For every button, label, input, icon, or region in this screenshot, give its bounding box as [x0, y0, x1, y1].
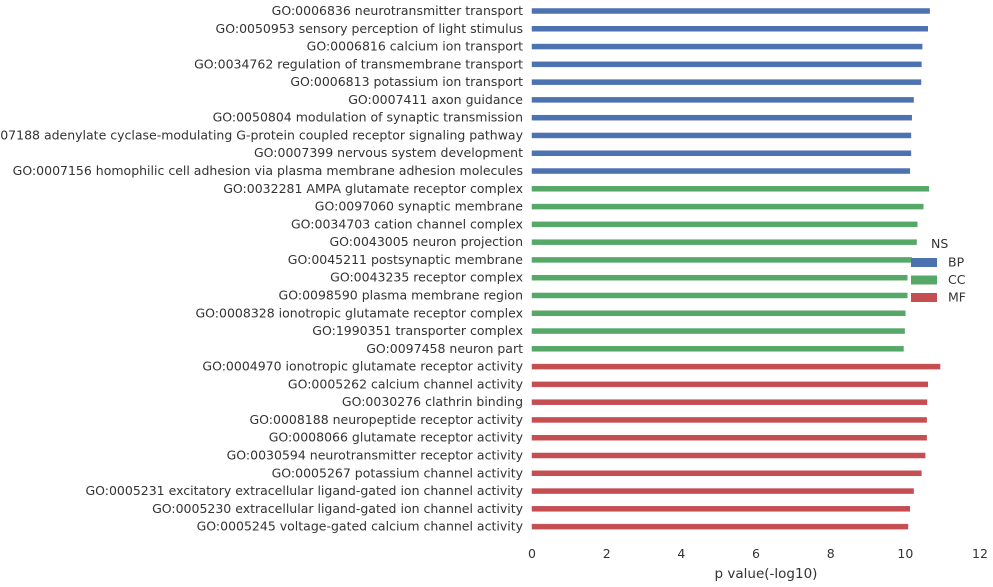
bar — [531, 488, 914, 494]
bar — [531, 168, 911, 174]
x-tick-label: 0 — [528, 546, 536, 561]
category-label: GO:0006836 neurotransmitter transport — [272, 3, 523, 18]
category-label: GO:0007156 homophilic cell adhesion via … — [13, 163, 523, 178]
category-label: GO:0004970 ionotropic glutamate receptor… — [202, 359, 523, 374]
category-label: GO:0030276 clathrin binding — [342, 394, 523, 409]
category-label: GO:1990351 transporter complex — [312, 323, 523, 338]
legend-title: NS — [931, 236, 948, 251]
bar — [531, 328, 905, 334]
bar — [531, 150, 912, 156]
category-label: GO:0097458 neuron part — [366, 341, 523, 356]
category-label: GO:0006813 potassium ion transport — [290, 74, 523, 89]
bar — [531, 523, 909, 530]
bar — [531, 310, 906, 317]
category-label: GO:0043235 receptor complex — [330, 270, 523, 285]
x-tick-label: 4 — [677, 546, 685, 561]
x-tick-label: 8 — [827, 546, 835, 561]
category-label: GO:0008328 ionotropic glutamate receptor… — [196, 305, 524, 320]
category-label: GO:0050953 sensory perception of light s… — [216, 21, 523, 36]
category-label: GO:0007188 adenylate cyclase-modulating … — [0, 127, 524, 142]
bar — [531, 221, 918, 228]
category-label: GO:0005231 excitatory extracellular liga… — [85, 483, 523, 498]
bar — [531, 399, 928, 405]
bar — [531, 186, 930, 192]
legend-swatch — [911, 275, 937, 285]
category-label: GO:0005262 calcium channel activity — [288, 376, 524, 391]
category-label: GO:0005245 voltage-gated calcium channel… — [197, 519, 524, 534]
category-label: GO:0030594 neurotransmitter receptor act… — [227, 448, 524, 463]
bar — [531, 381, 928, 388]
bar — [531, 434, 927, 441]
category-label: GO:0005230 extracellular ligand-gated io… — [152, 501, 524, 516]
legend-swatch — [911, 293, 937, 302]
bar — [531, 506, 911, 512]
x-tick-label: 2 — [603, 546, 611, 561]
bar — [531, 452, 926, 459]
bar — [531, 470, 922, 477]
category-label: GO:0007411 axon guidance — [348, 92, 523, 107]
category-label: GO:0043005 neuron projection — [329, 234, 523, 249]
x-tick-label: 12 — [972, 546, 988, 561]
x-axis-label: p value(-log10) — [715, 566, 818, 582]
bar — [531, 239, 917, 245]
legend-label: BP — [948, 255, 965, 270]
x-tick-label: 6 — [752, 546, 760, 561]
category-label: GO:0008066 glutamate receptor activity — [269, 430, 524, 445]
category-label: GO:0050804 modulation of synaptic transm… — [213, 110, 523, 125]
bar — [531, 417, 927, 423]
legend-label: MF — [948, 290, 966, 305]
bar — [531, 132, 912, 139]
category-label: GO:0005267 potassium channel activity — [272, 465, 524, 480]
bar — [531, 79, 922, 85]
category-label: GO:0097060 synaptic membrane — [315, 199, 524, 214]
legend-label: CC — [948, 272, 966, 287]
bar — [531, 43, 923, 50]
category-label: GO:0098590 plasma membrane region — [279, 287, 523, 302]
legend-swatch — [911, 258, 937, 267]
bar — [531, 274, 908, 281]
bar — [531, 61, 922, 68]
category-label: GO:0034703 cation channel complex — [291, 216, 523, 231]
bar — [531, 97, 914, 103]
x-tick-label: 10 — [897, 546, 913, 561]
category-label: GO:0032281 AMPA glutamate receptor compl… — [223, 181, 523, 196]
bar — [531, 8, 930, 14]
bar — [531, 292, 908, 299]
bar — [531, 114, 912, 121]
bar — [531, 346, 904, 352]
bar — [531, 363, 941, 370]
bar — [531, 203, 924, 210]
category-label: GO:0006816 calcium ion transport — [307, 39, 523, 54]
category-label: GO:0034762 regulation of transmembrane t… — [194, 56, 523, 71]
category-label: GO:0007399 nervous system development — [254, 145, 523, 160]
bar — [531, 257, 912, 263]
category-label: GO:0045211 postsynaptic membrane — [288, 252, 524, 267]
bar — [531, 26, 928, 32]
category-label: GO:0008188 neuropeptide receptor activit… — [249, 412, 523, 427]
